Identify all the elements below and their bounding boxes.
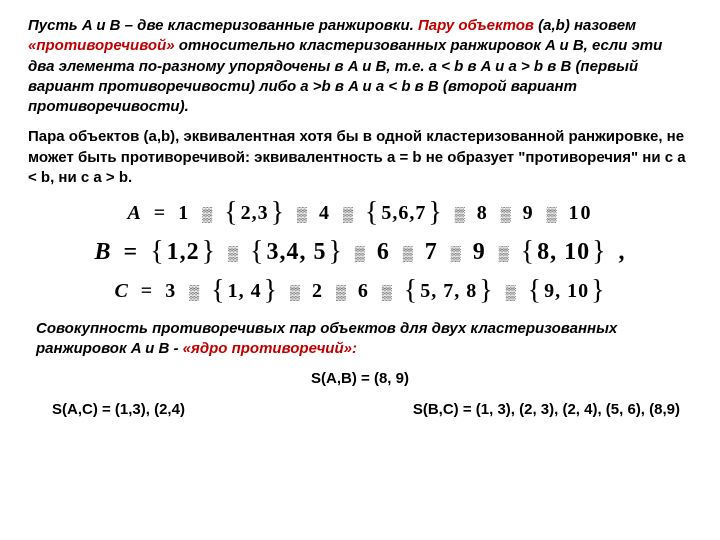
formula-term: 9 (473, 239, 487, 266)
result-sac: S(A,C) = (1,3), (2,4) (52, 401, 185, 418)
separator-icon: ▒ (202, 206, 212, 222)
p3-t2: «ядро противоречий»: (183, 340, 357, 357)
p1-t4: «противоречивой» (28, 37, 175, 54)
formula-block: A = 1 ▒ {2,3} ▒ 4 ▒ {5,6,7} ▒ 8 ▒ 9 ▒ 10 B = {1,2} ▒ { 3,4… (28, 202, 692, 303)
separator-icon: ▒ (506, 284, 516, 300)
separator-icon: ▒ (343, 206, 353, 222)
separator-icon: ▒ (501, 206, 511, 222)
paragraph-equivalence: Пара объектов (a,b), эквивалентная хотя … (28, 127, 692, 188)
p1-t2: Пару объектов (418, 17, 534, 34)
formula-term: 2 (312, 280, 324, 303)
separator-icon: ▒ (382, 284, 392, 300)
separator-icon: ▒ (336, 284, 346, 300)
formula-term: 7 (425, 239, 439, 266)
separator-icon: ▒ (290, 284, 300, 300)
formula-C: C = 3 ▒ {1, 4} ▒ 2 ▒ 6 ▒ {5, 7, 8} ▒ {9, 10} (114, 280, 605, 303)
separator-icon: ▒ (451, 245, 461, 261)
paragraph-core: Совокупность противоречивых пар объектов… (36, 319, 692, 360)
formula-term: 6 (377, 239, 391, 266)
formula-label: C (114, 280, 128, 303)
brace-set: {1, 4} (211, 280, 278, 303)
brace-set: {9, 10} (528, 280, 606, 303)
paragraph-definition: Пусть A и B – две кластеризованные ранжи… (28, 16, 692, 117)
p1-t3: (a,b) назовем (534, 17, 636, 34)
result-sbc: S(B,C) = (1, 3), (2, 3), (2, 4), (5, 6),… (413, 401, 680, 418)
brace-set: { 3,4, 5} (250, 239, 343, 266)
formula-label: B (94, 239, 111, 266)
separator-icon: ▒ (455, 206, 465, 222)
separator-icon: ▒ (403, 245, 413, 261)
separator-icon: ▒ (189, 284, 199, 300)
formula-label: A (127, 202, 141, 225)
results-block: S(A,B) = (8, 9) S(A,C) = (1,3), (2,4) S(… (28, 370, 692, 418)
formula-term: 1 (178, 202, 190, 225)
result-sab: S(A,B) = (8, 9) (28, 370, 692, 387)
equals-sign: = (141, 280, 153, 303)
formula-term: 10 (569, 202, 593, 225)
p1-t1: Пусть A и B – две кластеризованные ранжи… (28, 17, 418, 34)
formula-term: 9 (523, 202, 535, 225)
formula-A: A = 1 ▒ {2,3} ▒ 4 ▒ {5,6,7} ▒ 8 ▒ 9 ▒ 10 (127, 202, 592, 225)
separator-icon: ▒ (228, 245, 238, 261)
trailing-comma: , (619, 239, 626, 266)
formula-term: 3 (165, 280, 177, 303)
formula-term: 6 (358, 280, 370, 303)
brace-set: {5,6,7} (365, 202, 443, 225)
separator-icon: ▒ (297, 206, 307, 222)
separator-icon: ▒ (499, 245, 509, 261)
formula-term: 8 (477, 202, 489, 225)
formula-B: B = {1,2} ▒ { 3,4, 5} ▒ 6 ▒ 7 ▒ 9 ▒ {8, 10}, (94, 239, 625, 266)
brace-set: {2,3} (224, 202, 285, 225)
brace-set: {8, 10} (521, 239, 607, 266)
separator-icon: ▒ (547, 206, 557, 222)
brace-set: {5, 7, 8} (404, 280, 494, 303)
formula-term: 4 (319, 202, 331, 225)
brace-set: {1,2} (150, 239, 216, 266)
separator-icon: ▒ (355, 245, 365, 261)
equals-sign: = (124, 239, 139, 266)
equals-sign: = (154, 202, 166, 225)
